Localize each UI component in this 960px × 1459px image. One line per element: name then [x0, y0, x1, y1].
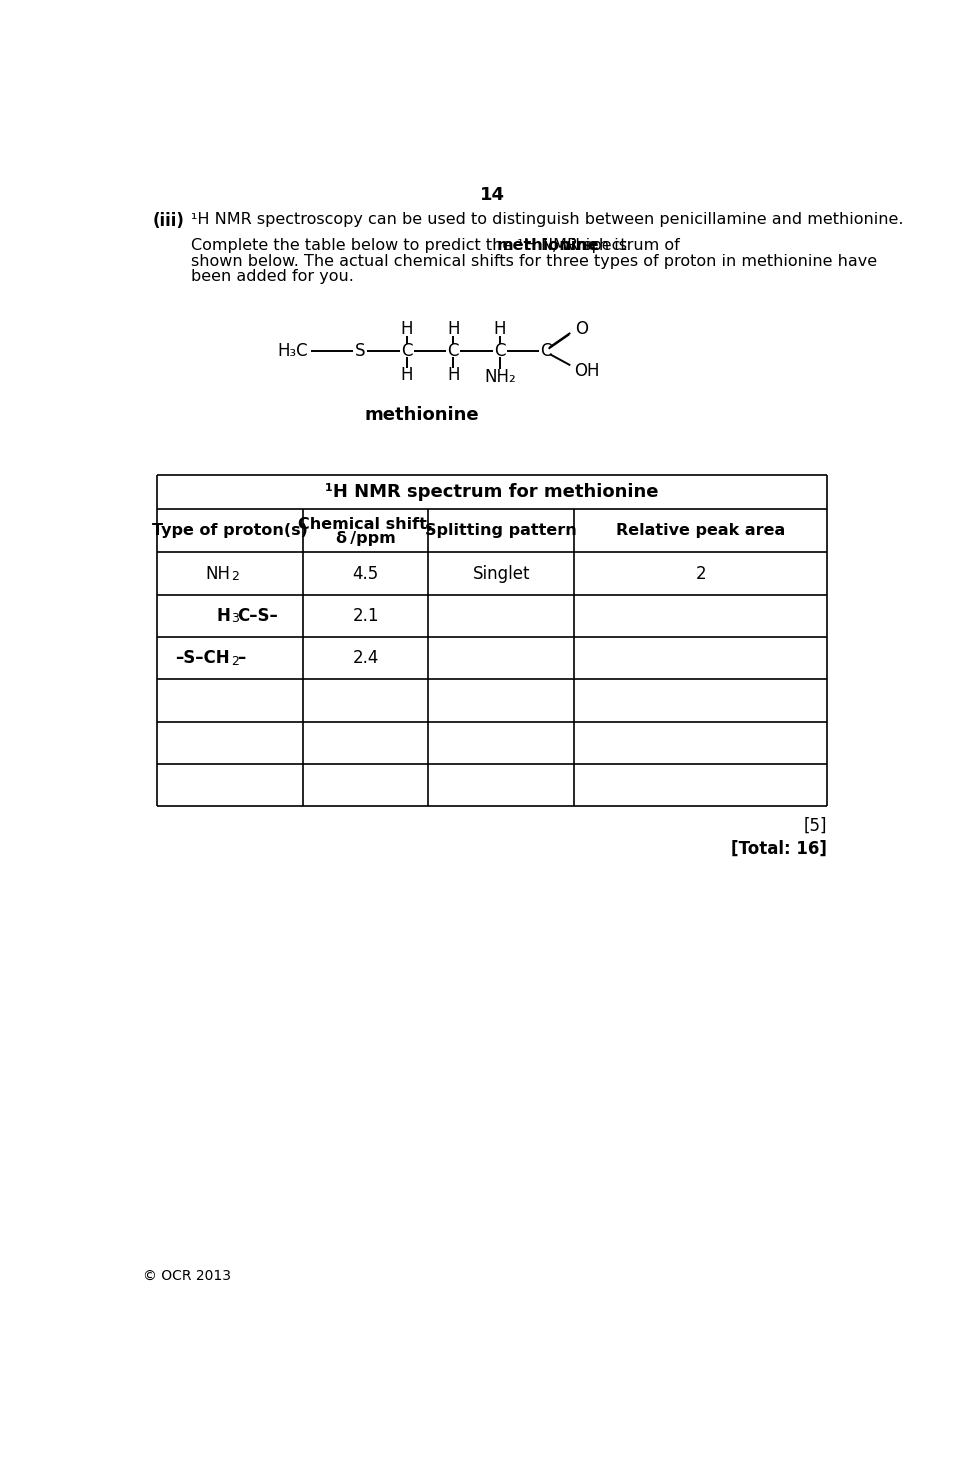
Text: 3: 3 — [231, 613, 239, 626]
Text: 2: 2 — [695, 565, 706, 582]
Text: C: C — [540, 341, 552, 359]
Text: (iii): (iii) — [153, 212, 184, 231]
Text: shown below. The actual chemical shifts for three types of proton in methionine : shown below. The actual chemical shifts … — [191, 254, 877, 268]
Text: ¹H NMR spectroscopy can be used to distinguish between penicillamine and methion: ¹H NMR spectroscopy can be used to disti… — [191, 212, 903, 228]
Text: NH: NH — [205, 565, 230, 582]
Text: ¹H NMR spectrum for methionine: ¹H NMR spectrum for methionine — [325, 483, 659, 502]
Text: OH: OH — [574, 362, 600, 379]
Text: Complete the table below to predict the ¹H NMR spectrum of: Complete the table below to predict the … — [191, 238, 685, 254]
Text: [5]: [5] — [804, 817, 827, 835]
Text: H: H — [447, 320, 460, 338]
Text: S: S — [355, 341, 366, 359]
Text: NH₂: NH₂ — [484, 368, 516, 385]
Text: Splitting pattern: Splitting pattern — [425, 524, 577, 538]
Text: H: H — [447, 366, 460, 384]
Text: δ /ppm: δ /ppm — [336, 531, 396, 546]
Text: C: C — [447, 341, 459, 359]
Text: Type of proton(s): Type of proton(s) — [153, 524, 308, 538]
Text: C–S–: C–S– — [237, 607, 277, 624]
Text: 14: 14 — [479, 185, 505, 204]
Text: H: H — [400, 320, 413, 338]
Text: C: C — [401, 341, 413, 359]
Text: H: H — [493, 320, 506, 338]
Text: –: – — [237, 649, 246, 667]
Text: H₃C: H₃C — [277, 341, 308, 359]
Text: Relative peak area: Relative peak area — [616, 524, 785, 538]
Text: 2: 2 — [231, 655, 239, 668]
Text: , which is: , which is — [552, 238, 627, 254]
Text: [Total: 16]: [Total: 16] — [731, 840, 827, 858]
Text: C: C — [494, 341, 506, 359]
Text: O: O — [575, 320, 588, 338]
Text: methionine: methionine — [496, 238, 599, 254]
Text: H: H — [216, 607, 230, 624]
Text: 2.1: 2.1 — [352, 607, 379, 624]
Text: H: H — [400, 366, 413, 384]
Text: Chemical shift,: Chemical shift, — [299, 516, 433, 533]
Text: been added for you.: been added for you. — [191, 268, 354, 285]
Text: 4.5: 4.5 — [352, 565, 379, 582]
Text: 2: 2 — [231, 570, 239, 584]
Text: methionine: methionine — [365, 406, 480, 425]
Text: –S–CH: –S–CH — [176, 649, 230, 667]
Text: © OCR 2013: © OCR 2013 — [143, 1269, 231, 1282]
Text: Singlet: Singlet — [472, 565, 530, 582]
Text: 2.4: 2.4 — [352, 649, 379, 667]
